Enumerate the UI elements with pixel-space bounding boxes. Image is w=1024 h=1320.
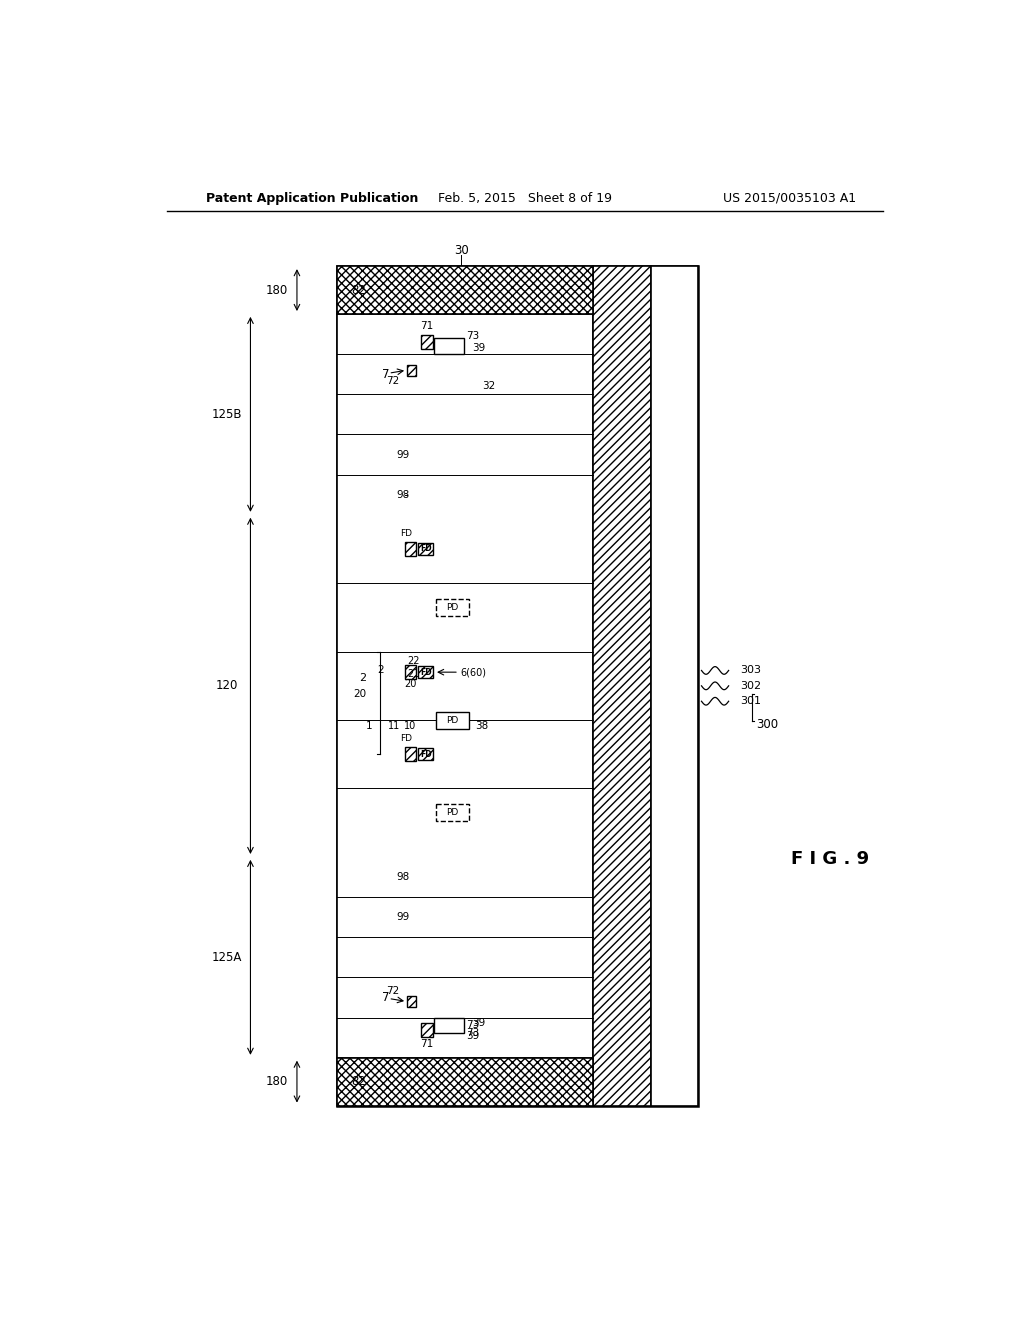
Text: 303: 303: [740, 665, 761, 676]
Bar: [434, 338, 464, 354]
Text: PD: PD: [446, 808, 459, 817]
Text: FD: FD: [420, 668, 431, 677]
Text: 20: 20: [353, 689, 366, 698]
Text: FD: FD: [399, 529, 412, 539]
Text: 1: 1: [367, 721, 373, 731]
Bar: [436, 711, 469, 729]
Bar: [337, 314, 593, 1057]
Text: 82: 82: [351, 284, 366, 297]
Text: 7: 7: [382, 367, 390, 380]
Text: 73: 73: [466, 331, 479, 341]
Text: 39: 39: [472, 343, 485, 354]
Text: 99: 99: [396, 912, 410, 923]
Bar: [337, 267, 593, 314]
Bar: [436, 599, 469, 615]
Bar: [337, 1057, 593, 1106]
Text: PD: PD: [446, 715, 459, 725]
Text: FD: FD: [420, 750, 431, 759]
Bar: [651, 267, 697, 1106]
Text: 125A: 125A: [212, 950, 243, 964]
Text: 71: 71: [421, 1039, 434, 1049]
Text: FD: FD: [420, 544, 431, 553]
Text: 39: 39: [466, 1031, 479, 1040]
Text: 2: 2: [377, 665, 384, 675]
Text: 125B: 125B: [212, 408, 243, 421]
Text: 300: 300: [756, 718, 778, 731]
Text: F I G . 9: F I G . 9: [791, 850, 868, 869]
Text: 73: 73: [466, 1028, 479, 1039]
Text: 120: 120: [216, 680, 239, 693]
Text: 2: 2: [358, 673, 366, 684]
Bar: [421, 1023, 433, 1036]
Bar: [418, 667, 433, 678]
Text: 82: 82: [351, 1074, 366, 1088]
Text: 72: 72: [386, 986, 399, 995]
Text: US 2015/0035103 A1: US 2015/0035103 A1: [723, 191, 856, 205]
Text: 11: 11: [388, 721, 400, 731]
Text: 20: 20: [403, 680, 417, 689]
Text: Patent Application Publication: Patent Application Publication: [206, 191, 418, 205]
Bar: [337, 267, 697, 1106]
Bar: [436, 804, 469, 821]
Text: 180: 180: [265, 1074, 288, 1088]
Text: FD: FD: [399, 734, 412, 743]
Text: 38: 38: [475, 721, 488, 731]
Bar: [406, 665, 417, 678]
Text: 39: 39: [472, 1019, 485, 1028]
Bar: [434, 1018, 464, 1034]
Bar: [406, 747, 417, 762]
Text: PD: PD: [446, 603, 459, 611]
Text: 98: 98: [396, 873, 410, 882]
Bar: [407, 997, 417, 1007]
Text: 10: 10: [403, 721, 416, 731]
Bar: [593, 267, 651, 1106]
Bar: [406, 543, 417, 556]
Text: Feb. 5, 2015   Sheet 8 of 19: Feb. 5, 2015 Sheet 8 of 19: [438, 191, 611, 205]
Text: 73: 73: [466, 1020, 479, 1030]
Text: 21: 21: [407, 669, 420, 678]
Bar: [407, 364, 417, 376]
Text: 30: 30: [454, 244, 469, 257]
Text: 180: 180: [265, 284, 288, 297]
Text: 302: 302: [740, 681, 762, 690]
Text: 98: 98: [396, 490, 410, 500]
Text: 22: 22: [407, 656, 420, 667]
Text: 6(60): 6(60): [461, 667, 486, 677]
Text: 7: 7: [382, 991, 390, 1005]
Text: 99: 99: [396, 450, 410, 459]
Text: 72: 72: [386, 376, 399, 385]
Text: 32: 32: [481, 381, 495, 391]
Bar: [418, 748, 433, 760]
Bar: [418, 543, 433, 556]
Text: 71: 71: [421, 321, 434, 331]
Text: 301: 301: [740, 696, 761, 706]
Bar: [421, 335, 433, 348]
